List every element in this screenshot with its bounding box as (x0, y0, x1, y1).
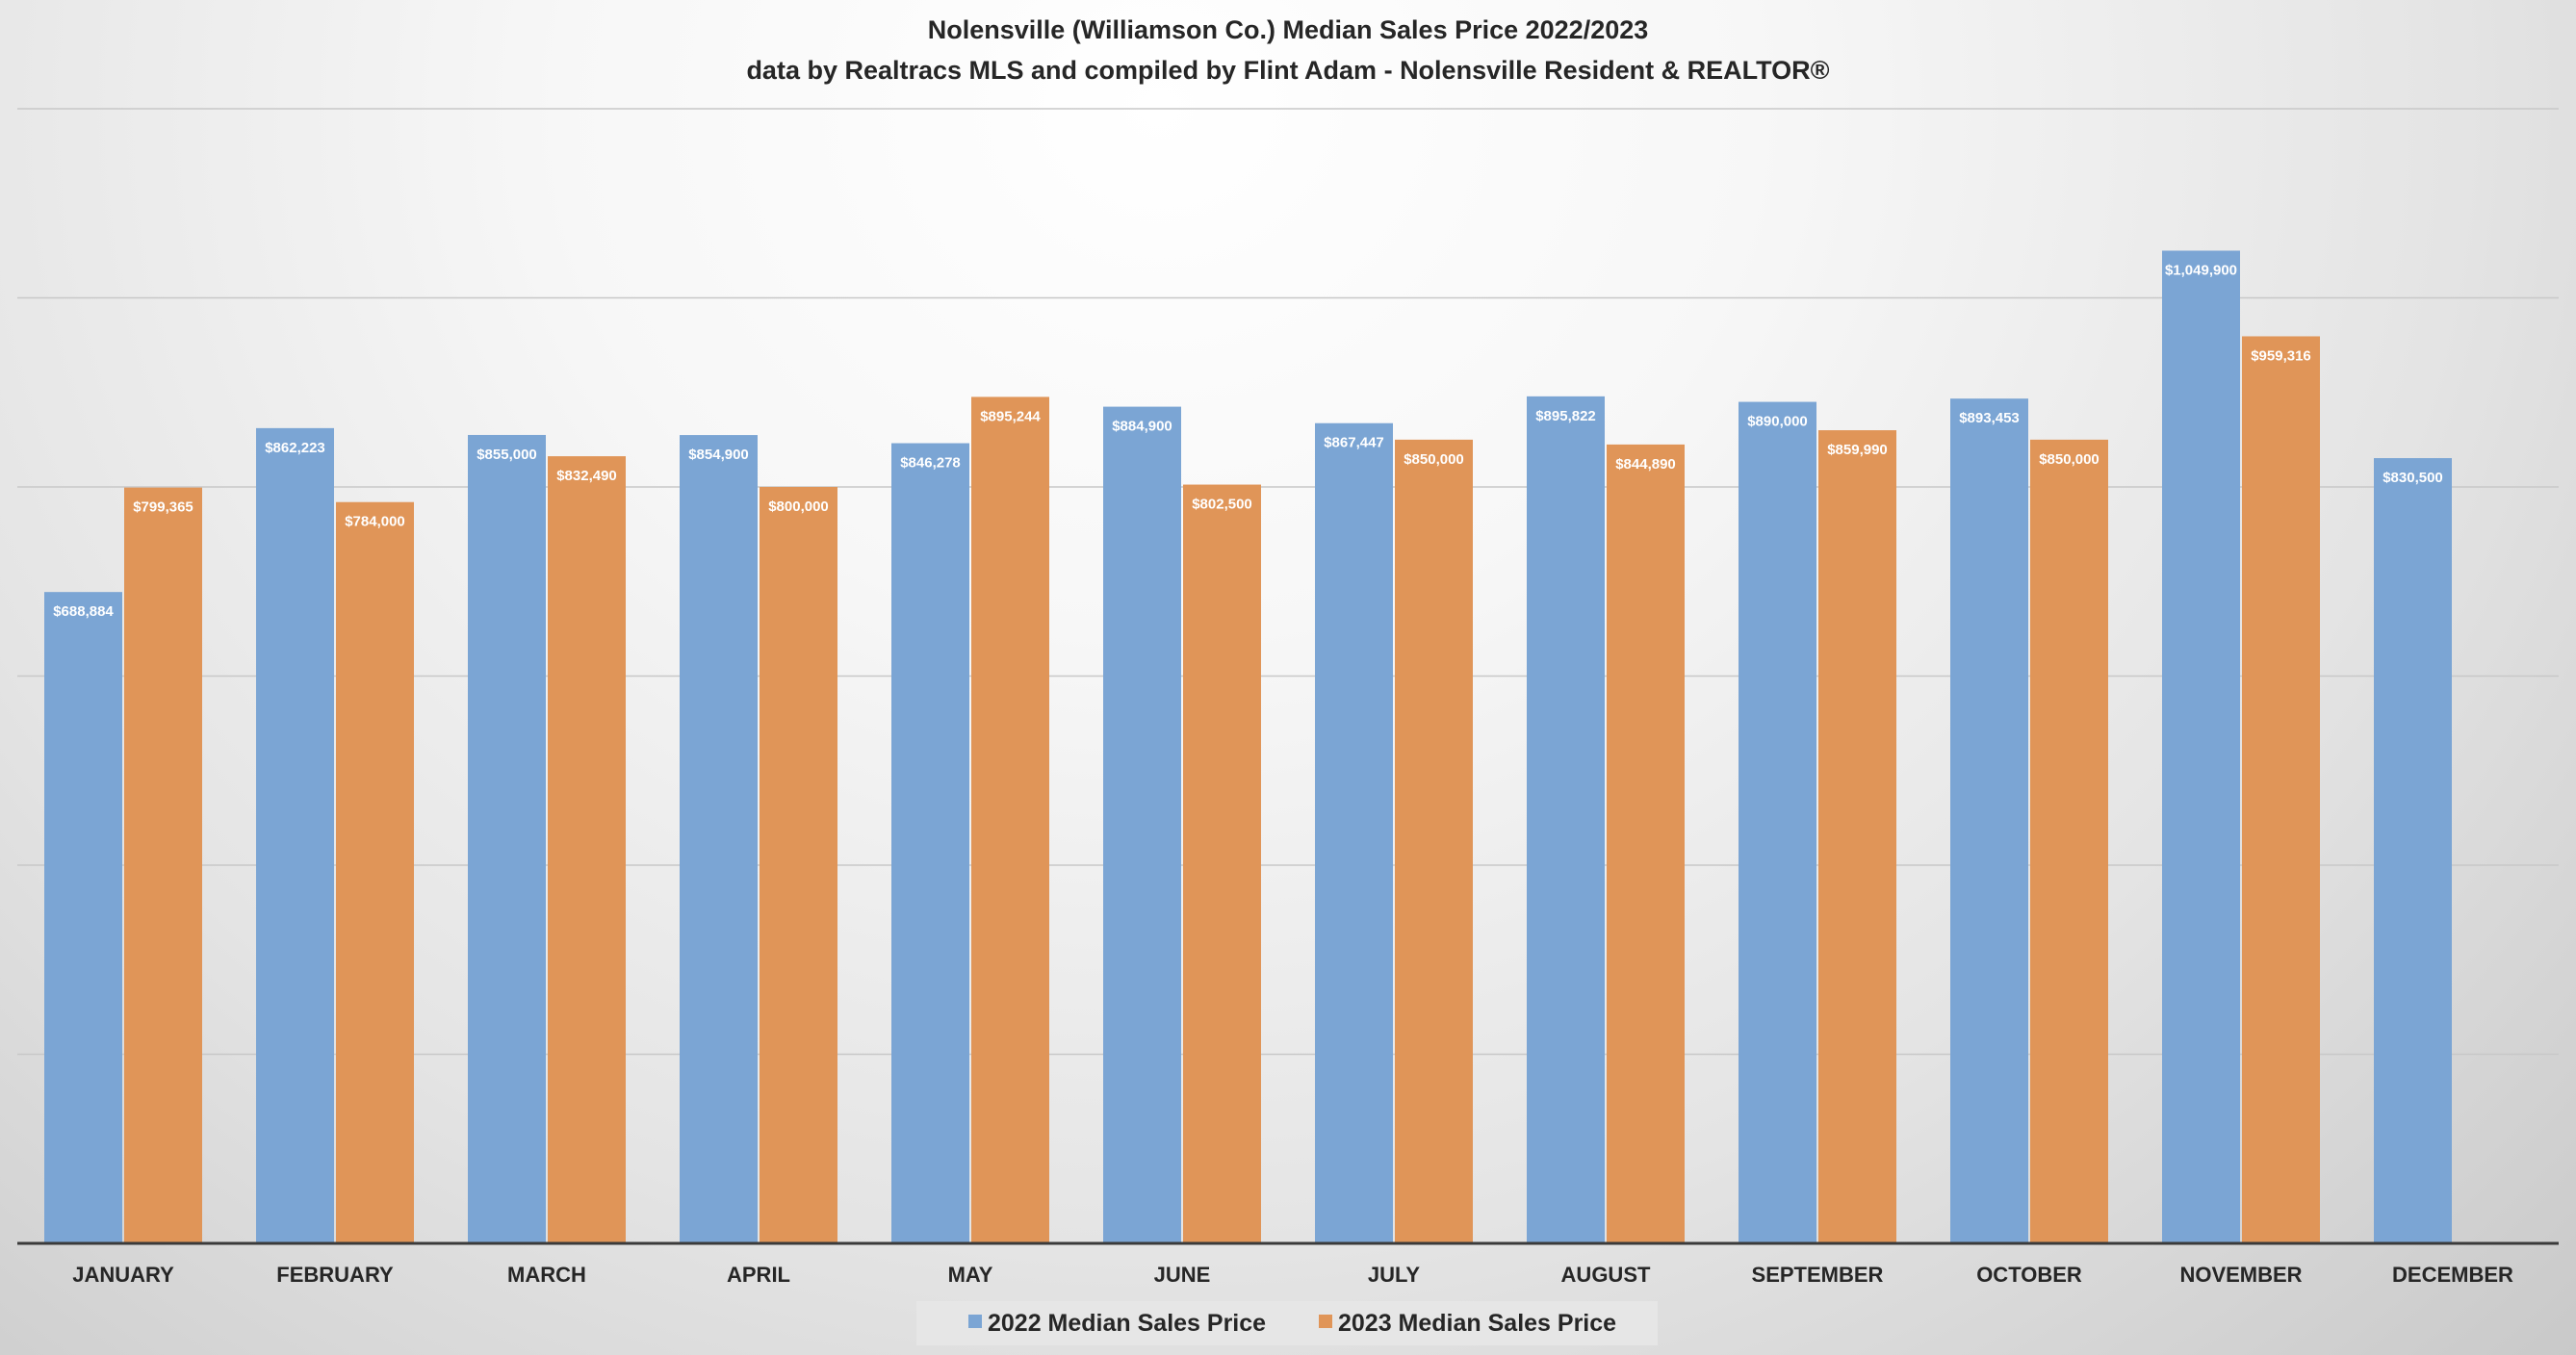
bar-2022-january (44, 592, 122, 1243)
data-label: $802,500 (1192, 497, 1252, 513)
gridlines (17, 108, 2559, 1056)
legend-label: 2023 Median Sales Price (1338, 1310, 1616, 1337)
x-tick-label: NOVEMBER (2179, 1263, 2302, 1287)
data-labels: $688,884 $799,365 $862,223 $784,000 $855,000… (53, 262, 2443, 620)
data-label: $784,000 (345, 514, 405, 530)
bar-2023-april (760, 487, 837, 1243)
chart-title: Nolensville (Williamson Co.) Median Sale… (928, 15, 1649, 44)
data-label: $830,500 (2383, 470, 2443, 486)
data-label: $893,453 (1959, 410, 2020, 426)
legend-swatch-2023 (1319, 1315, 1332, 1328)
legend: 2022 Median Sales Price 2023 Median Sales… (916, 1301, 1658, 1345)
legend-swatch-2022 (968, 1315, 982, 1328)
data-label: $862,223 (265, 440, 325, 456)
x-tick-label: SEPTEMBER (1752, 1263, 1884, 1287)
bar-2022-april (680, 435, 758, 1243)
bar-2023-february (336, 501, 414, 1243)
data-label: $884,900 (1112, 419, 1172, 435)
legend-label: 2022 Median Sales Price (988, 1310, 1266, 1337)
x-tick-label: JUNE (1154, 1263, 1211, 1287)
legend-background (916, 1301, 1658, 1345)
bar-2022-december (2374, 458, 2452, 1243)
data-label: $959,316 (2251, 347, 2311, 364)
bar-2022-may (891, 443, 969, 1243)
data-label: $895,822 (1535, 408, 1596, 424)
bar-2023-july (1395, 439, 1473, 1243)
data-label: $846,278 (900, 455, 961, 472)
data-label: $854,900 (688, 447, 749, 463)
x-tick-label: MAY (948, 1263, 993, 1287)
data-label: $850,000 (1404, 451, 1464, 468)
bar-2022-july (1315, 422, 1393, 1243)
bar-2023-november (2242, 336, 2320, 1243)
x-tick-label: JANUARY (72, 1263, 174, 1287)
bar-2023-january (124, 487, 202, 1243)
data-label: $859,990 (1827, 442, 1888, 458)
bar-2022-february (256, 427, 334, 1243)
bar-2023-august (1607, 444, 1685, 1243)
bar-2022-november (2162, 250, 2240, 1243)
bar-2023-june (1183, 484, 1261, 1243)
bar-2023-october (2030, 439, 2108, 1243)
bar-2022-june (1103, 406, 1181, 1243)
data-label: $1,049,900 (2165, 262, 2237, 278)
data-label: $855,000 (477, 447, 537, 463)
data-label: $688,884 (53, 603, 114, 620)
data-label: $895,244 (980, 408, 1041, 424)
bar-2023-march (548, 456, 626, 1243)
x-tick-label: JULY (1368, 1263, 1421, 1287)
bar-2023-september (1818, 430, 1896, 1243)
x-tick-label: DECEMBER (2392, 1263, 2513, 1287)
bar-2023-may (971, 396, 1049, 1244)
x-tick-label: FEBRUARY (276, 1263, 394, 1287)
x-tick-label: APRIL (727, 1263, 790, 1287)
bar-2022-august (1527, 396, 1605, 1244)
data-label: $850,000 (2039, 451, 2099, 468)
data-label: $890,000 (1747, 414, 1808, 430)
chart-subtitle: data by Realtracs MLS and compiled by Fl… (746, 56, 1829, 85)
bars (44, 250, 2452, 1244)
x-axis-tick-labels: JANUARY FEBRUARY MARCH APRIL MAY JUNE JULY AUGU… (72, 1263, 2513, 1287)
x-tick-label: MARCH (507, 1263, 586, 1287)
data-label: $832,490 (556, 468, 617, 484)
data-label: $867,447 (1324, 435, 1384, 451)
x-tick-label: AUGUST (1561, 1263, 1651, 1287)
data-label: $799,365 (133, 499, 193, 516)
data-label: $800,000 (768, 499, 829, 515)
bar-2022-october (1950, 398, 2028, 1243)
x-tick-label: OCTOBER (1976, 1263, 2082, 1287)
data-label: $844,890 (1615, 456, 1676, 473)
bar-2022-september (1739, 401, 1816, 1243)
bar-2022-march (468, 434, 546, 1243)
